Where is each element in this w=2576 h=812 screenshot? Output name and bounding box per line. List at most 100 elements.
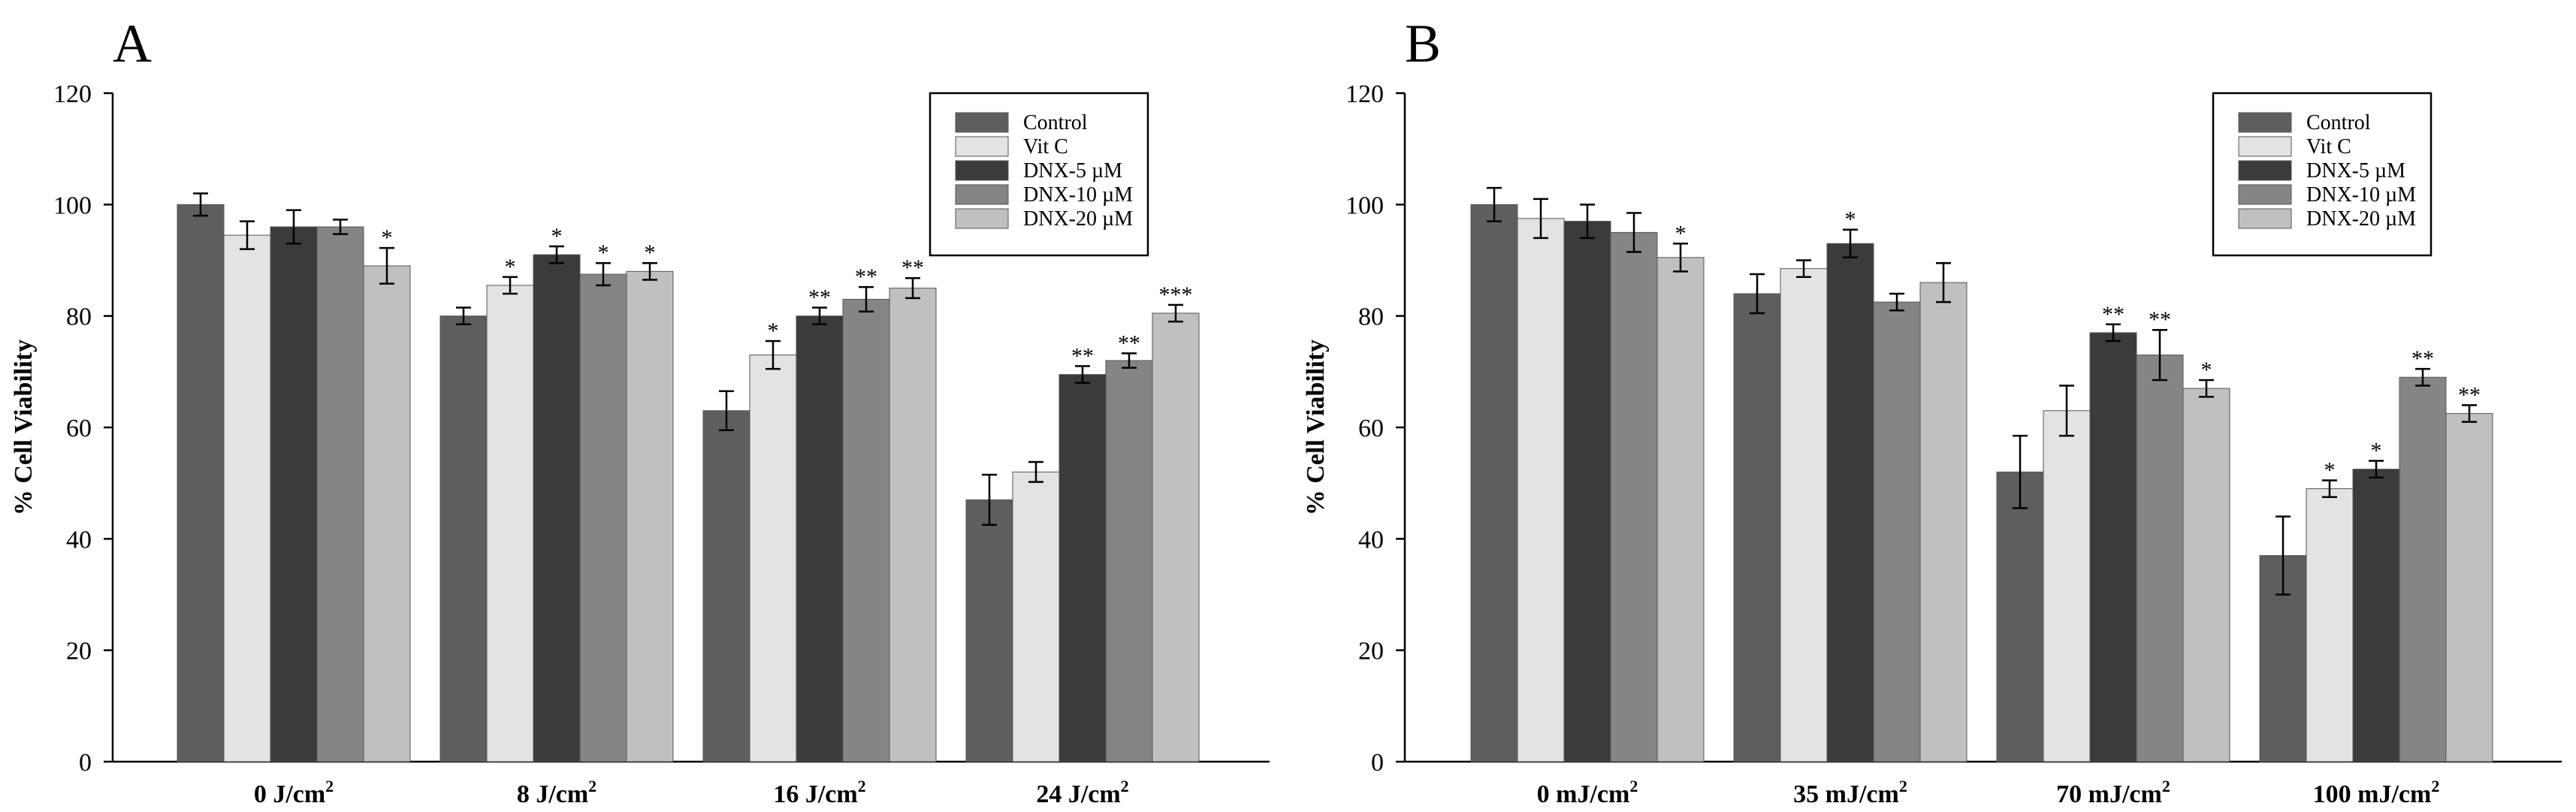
bar (2089, 332, 2137, 762)
legend-label: Control (1023, 111, 1088, 134)
bar (1152, 312, 1200, 762)
significance-marker: * (598, 240, 609, 265)
significance-marker: * (505, 255, 516, 279)
significance-marker: ** (1118, 331, 1140, 355)
y-tick-label: 120 (53, 80, 92, 108)
bar (749, 355, 797, 762)
category-label: 0 J/cm2 (254, 777, 334, 808)
bar (579, 273, 627, 762)
bar (270, 226, 318, 762)
bar (1873, 301, 1921, 762)
legend-label: Vit C (2306, 135, 2351, 158)
y-tick-label: 60 (1358, 415, 1384, 442)
bar (842, 298, 890, 762)
legend-swatch (2238, 112, 2292, 133)
significance-marker: * (382, 225, 393, 250)
significance-marker: ** (2411, 346, 2434, 371)
y-tick-label: 40 (1358, 526, 1384, 554)
bar (2306, 488, 2354, 762)
bar (2399, 376, 2447, 762)
bar (1105, 360, 1153, 762)
significance-marker: ** (855, 264, 877, 289)
y-tick-label: 100 (1345, 192, 1384, 219)
significance-marker: * (551, 224, 563, 249)
bar (486, 285, 534, 762)
y-tick-label: 60 (66, 415, 92, 442)
y-tick-label: 120 (1345, 80, 1384, 108)
y-tick-label: 40 (66, 526, 92, 554)
bar (1826, 243, 1874, 762)
y-tick-label: 0 (79, 749, 92, 777)
category-label: 70 mJ/cm2 (2056, 777, 2170, 808)
legend-swatch (2238, 184, 2292, 205)
y-axis-label: % Cell Viability (10, 340, 38, 515)
bar (2136, 355, 2184, 762)
legend-swatch (955, 184, 1009, 205)
significance-marker: ** (2102, 302, 2125, 327)
category-label: 16 J/cm2 (773, 777, 865, 808)
legend-label: DNX-5 µM (2306, 159, 2405, 183)
bar (702, 410, 750, 762)
y-tick-label: 20 (66, 638, 92, 666)
y-tick-label: 100 (53, 192, 92, 219)
category-label: 8 J/cm2 (517, 777, 596, 808)
category-label: 100 mJ/cm2 (2313, 777, 2440, 808)
bar (1563, 221, 1611, 762)
bar (1610, 231, 1658, 762)
bar (1919, 282, 1967, 762)
bar (1780, 268, 1828, 762)
category-label: 0 mJ/cm2 (1537, 777, 1638, 808)
bar (2182, 388, 2230, 762)
bar (2352, 469, 2400, 762)
bar (439, 315, 488, 762)
bar (1012, 471, 1060, 762)
legend-swatch (955, 136, 1009, 157)
bar (363, 265, 411, 762)
legend-swatch (955, 160, 1009, 181)
y-tick-label: 20 (1358, 638, 1384, 666)
legend-label: DNX-20 µM (1023, 207, 1133, 231)
bar (533, 254, 581, 762)
significance-marker: * (768, 318, 779, 343)
bar (1733, 293, 1781, 762)
bar (2043, 410, 2091, 762)
significance-marker: * (2371, 439, 2382, 463)
bar (965, 499, 1013, 762)
significance-marker: * (1845, 207, 1856, 232)
significance-marker: ** (2149, 307, 2171, 332)
legend-label: Control (2306, 111, 2371, 134)
y-axis-label: % Cell Viability (1302, 340, 1330, 515)
significance-marker: ** (1071, 343, 1094, 368)
bar (1517, 218, 1565, 762)
legend-label: DNX-10 µM (2306, 183, 2416, 207)
bar (223, 234, 271, 762)
significance-marker: * (645, 240, 656, 265)
panel-label: B (1405, 14, 1441, 74)
legend-swatch (955, 112, 1009, 133)
category-label: 35 mJ/cm2 (1793, 777, 1907, 808)
legend-swatch (2238, 208, 2292, 229)
legend-label: DNX-20 µM (2306, 207, 2416, 231)
legend-label: DNX-5 µM (1023, 159, 1122, 183)
bar (316, 226, 364, 762)
legend-label: DNX-10 µM (1023, 183, 1133, 207)
legend-swatch (2238, 136, 2292, 157)
panel-a: A 0 20 40 60 80 100 120 % Cell Viability * 0 J/cm2… (10, 14, 1270, 808)
bar (889, 288, 937, 762)
significance-marker: * (2201, 358, 2212, 382)
significance-marker: * (2324, 457, 2336, 482)
panel-label: A (113, 14, 152, 74)
panel-b: B 0 20 40 60 80 100 120 % Cell Viability * 0 mJ/cm… (1302, 14, 2562, 808)
bar (626, 270, 674, 762)
significance-marker: ** (2458, 382, 2481, 407)
bar (1470, 204, 1518, 762)
bar (177, 204, 225, 762)
bar (1058, 374, 1107, 762)
legend-swatch (955, 208, 1009, 229)
significance-marker: *** (1159, 282, 1193, 307)
legend-label: Vit C (1023, 135, 1068, 158)
bar (1656, 257, 1705, 762)
bar (1996, 471, 2044, 762)
y-tick-label: 80 (66, 303, 92, 331)
